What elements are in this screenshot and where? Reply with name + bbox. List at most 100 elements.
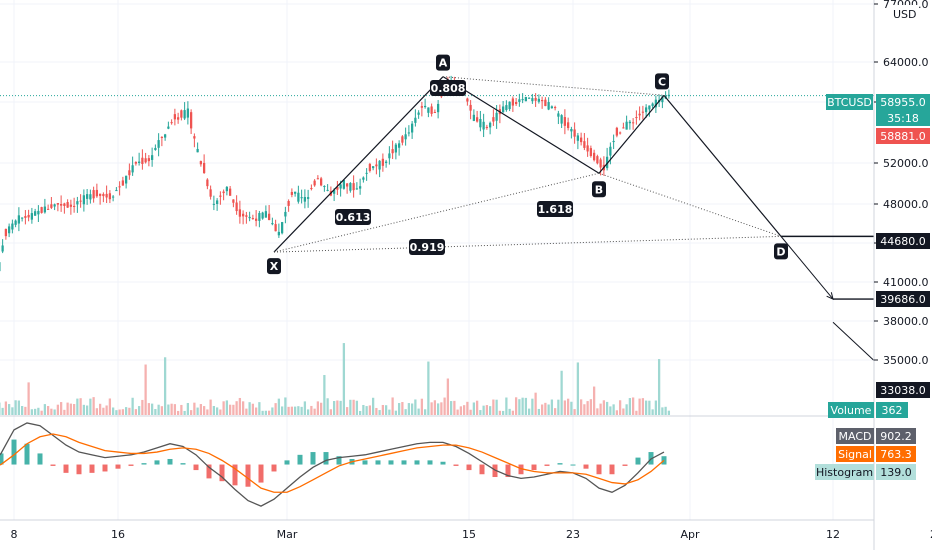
candle-body bbox=[310, 187, 313, 190]
candle-body bbox=[40, 207, 43, 213]
histogram-bar bbox=[544, 464, 550, 466]
histogram-label-badge: Histogram bbox=[815, 464, 874, 480]
harmonic-pattern[interactable]: 0.808 0.613 1.618 0.919 X A B C D bbox=[267, 54, 788, 275]
histogram-bar bbox=[206, 464, 212, 479]
pattern-point-b[interactable]: B bbox=[592, 181, 606, 198]
candle-body bbox=[264, 211, 268, 218]
volume-bar bbox=[547, 404, 550, 415]
candle-body bbox=[589, 148, 593, 156]
volume-bar bbox=[475, 400, 479, 415]
ratio-badge-1.618[interactable]: 1.618 bbox=[537, 201, 573, 217]
signal-value-badge: 763.3 bbox=[876, 446, 916, 462]
candle-body bbox=[547, 102, 550, 110]
volume-bar bbox=[566, 398, 570, 415]
pattern-leg-CD[interactable] bbox=[663, 94, 782, 237]
ratio-badge-bg bbox=[537, 201, 573, 217]
countdown-badge-bg bbox=[876, 110, 930, 126]
candle-body bbox=[417, 112, 420, 115]
volume-bar bbox=[290, 406, 294, 415]
candle-body bbox=[193, 136, 196, 139]
candle-body bbox=[1, 245, 4, 252]
pattern-point-x[interactable]: X bbox=[267, 258, 281, 275]
pattern-leg-AB[interactable] bbox=[442, 76, 600, 174]
volume-bar bbox=[189, 410, 193, 415]
candle-body bbox=[625, 121, 628, 130]
volume-bar bbox=[427, 361, 430, 415]
candle-body bbox=[423, 105, 427, 108]
candle-body bbox=[144, 158, 147, 163]
ratio-badge-0.919[interactable]: 0.919 bbox=[409, 239, 445, 255]
volume-bar bbox=[560, 370, 563, 415]
candle-body bbox=[225, 186, 229, 192]
candle-body bbox=[241, 213, 245, 217]
candle-body bbox=[258, 213, 261, 221]
macd-label-badge-text: MACD bbox=[839, 430, 872, 443]
date-tick-label: 23 bbox=[566, 528, 580, 541]
date-tick-label: 15 bbox=[462, 528, 476, 541]
volume-bar bbox=[453, 400, 456, 415]
volume-bar bbox=[280, 406, 284, 415]
volume-value-badge: 362 bbox=[876, 402, 908, 418]
volume-bar bbox=[644, 400, 648, 415]
volume-bar bbox=[212, 405, 216, 415]
volume-bar bbox=[115, 410, 118, 415]
candle-body bbox=[82, 195, 86, 205]
volume-bar bbox=[69, 403, 73, 415]
pattern-leg-BC[interactable] bbox=[598, 94, 665, 174]
volume-bar bbox=[46, 406, 50, 415]
volume-bar bbox=[56, 404, 60, 415]
volume-bar bbox=[264, 410, 268, 415]
volume-bar bbox=[384, 405, 388, 415]
candle-body bbox=[384, 161, 388, 163]
volume-bar bbox=[4, 401, 8, 415]
candle-body bbox=[173, 114, 177, 120]
candle-body bbox=[238, 209, 242, 217]
volume-bar bbox=[196, 407, 199, 415]
projection-arrow-1[interactable] bbox=[780, 236, 834, 300]
candle-body bbox=[4, 228, 8, 237]
volume-bar bbox=[462, 405, 466, 415]
candle-body bbox=[628, 121, 632, 124]
candle-body bbox=[11, 223, 14, 230]
volume-bar bbox=[267, 410, 271, 415]
pattern-point-c[interactable]: C bbox=[655, 73, 669, 90]
candle-body bbox=[85, 194, 89, 199]
histogram-bar bbox=[245, 464, 251, 487]
ratio-badge-0.613[interactable]: 0.613 bbox=[335, 209, 371, 225]
previous-price-badge-bg bbox=[876, 128, 930, 144]
volume-bar bbox=[306, 409, 310, 415]
candle-body bbox=[579, 137, 583, 143]
pattern-leg-XA[interactable] bbox=[273, 76, 444, 253]
candle-body bbox=[300, 197, 303, 199]
candle-body bbox=[368, 163, 372, 171]
volume-bar bbox=[358, 410, 362, 415]
volume-bar bbox=[505, 397, 508, 415]
volume-bar bbox=[329, 409, 333, 415]
histogram-bar bbox=[505, 464, 511, 478]
signal-label-badge-text: Signal bbox=[838, 448, 872, 461]
candle-body bbox=[534, 97, 537, 101]
volume-bar bbox=[326, 398, 329, 415]
candle-body bbox=[102, 194, 105, 197]
candle-body bbox=[505, 105, 508, 111]
candle-body bbox=[475, 117, 479, 122]
candle-body bbox=[14, 220, 17, 225]
date-axis[interactable]: 816Mar1523Apr1220May bbox=[0, 519, 932, 541]
candle-body bbox=[560, 115, 563, 124]
ratio-badge-0.808[interactable]: 0.808 bbox=[430, 80, 466, 96]
volume-bar bbox=[313, 408, 316, 415]
volume-bar bbox=[527, 408, 531, 415]
signal-value-badge-text: 763.3 bbox=[880, 448, 912, 461]
volume-bar bbox=[618, 400, 622, 415]
candle-body bbox=[414, 117, 417, 123]
candle-body bbox=[371, 166, 375, 169]
current-price-badge-text: 58955.0 bbox=[880, 96, 926, 109]
volume-bar bbox=[293, 406, 297, 415]
pattern-point-a[interactable]: A bbox=[436, 54, 450, 71]
pattern-point-d[interactable]: D bbox=[774, 243, 788, 260]
candle-body bbox=[332, 190, 336, 194]
candle-body bbox=[667, 94, 671, 97]
volume-bar bbox=[592, 386, 596, 415]
histogram-bar bbox=[11, 439, 17, 465]
candle-body bbox=[199, 161, 203, 165]
